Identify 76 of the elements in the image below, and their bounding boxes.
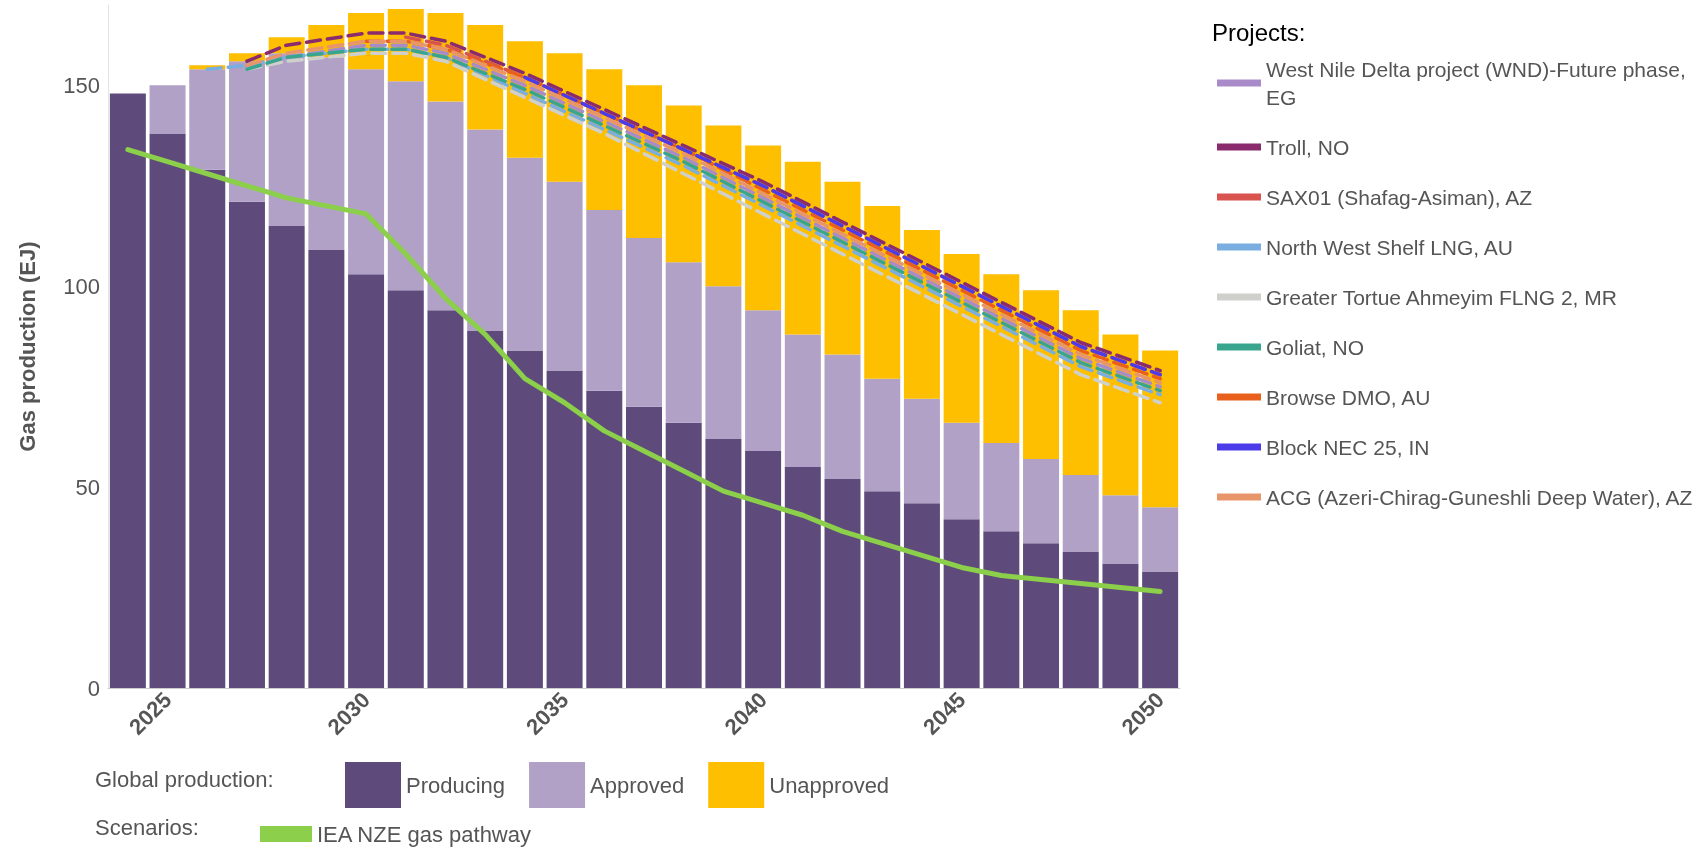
y-tick-label: 100 — [63, 273, 100, 299]
bar — [467, 129, 504, 331]
bar — [983, 531, 1020, 688]
legend-label: IEA NZE gas pathway — [317, 821, 531, 847]
bar — [149, 133, 186, 688]
legend-label: West Nile Delta project (WND)-Future phase, EG — [1266, 57, 1692, 109]
bar — [228, 61, 265, 202]
bar — [864, 491, 901, 688]
bar — [705, 438, 742, 688]
bar — [626, 406, 662, 688]
bar — [586, 390, 623, 688]
bar — [705, 286, 742, 439]
y-tick-label: 0 — [87, 675, 100, 701]
bar — [387, 81, 424, 291]
bar — [903, 398, 940, 504]
legend-label: ACG (Azeri-Chirag-Guneshli Deep Water), AZ — [1266, 485, 1693, 509]
legend-label: North West Shelf LNG, AU — [1266, 235, 1514, 259]
legend-label: Block NEC 25, IN — [1266, 435, 1430, 459]
bar — [983, 442, 1020, 532]
bar — [626, 238, 662, 407]
bar — [427, 101, 464, 311]
bar — [308, 57, 345, 251]
bar — [1102, 563, 1139, 688]
bar — [784, 334, 821, 468]
bar — [665, 262, 702, 423]
bar — [467, 330, 504, 688]
legend-label: Greater Tortue Ahmeyim FLNG 2, MR — [1266, 285, 1617, 309]
bar — [506, 157, 543, 351]
bar — [109, 93, 146, 688]
legend-label: Troll, NO — [1266, 135, 1350, 159]
bar — [586, 209, 623, 391]
bar — [268, 225, 305, 688]
bar — [745, 450, 782, 688]
y-tick-label: 50 — [75, 474, 100, 500]
bar — [943, 422, 980, 520]
legend-label: Goliat, NO — [1266, 335, 1365, 359]
bar — [665, 422, 702, 688]
y-tick-label: 150 — [63, 72, 100, 98]
bar — [546, 370, 583, 688]
bar — [824, 479, 861, 688]
legend-label: Browse DMO, AU — [1266, 385, 1431, 409]
bar — [864, 378, 901, 492]
legend-label: Unapproved — [769, 772, 890, 798]
bar — [1102, 495, 1139, 564]
bar — [228, 201, 265, 688]
bar — [348, 69, 385, 275]
bar — [149, 85, 186, 134]
bar — [1142, 507, 1179, 572]
bar — [824, 354, 861, 480]
bar — [189, 69, 226, 170]
bar — [1062, 551, 1099, 688]
text: Global production: — [95, 766, 274, 792]
legend-label: Producing — [406, 772, 506, 798]
bar — [268, 53, 305, 226]
bar — [387, 290, 424, 688]
legend-label: Approved — [590, 772, 685, 798]
bar — [1142, 571, 1179, 688]
bar — [1023, 458, 1060, 544]
bar — [903, 503, 940, 688]
bar — [308, 250, 345, 688]
bar — [348, 274, 385, 688]
bar — [1142, 350, 1179, 508]
bar — [1062, 475, 1099, 552]
legend-label: SAX01 (Shafag-Asiman), AZ — [1266, 185, 1533, 209]
bar — [943, 519, 980, 688]
bar — [546, 181, 583, 371]
text: Scenarios: — [95, 814, 199, 840]
bar — [427, 310, 464, 688]
bar — [189, 169, 226, 688]
line-series — [523, 75, 1162, 377]
legend-title: Projects: — [1212, 18, 1306, 46]
bar — [506, 350, 543, 688]
bar — [784, 467, 821, 688]
y-axis-title: Gas production (EJ) — [14, 241, 40, 452]
bar — [745, 310, 782, 451]
bar — [1023, 543, 1060, 688]
